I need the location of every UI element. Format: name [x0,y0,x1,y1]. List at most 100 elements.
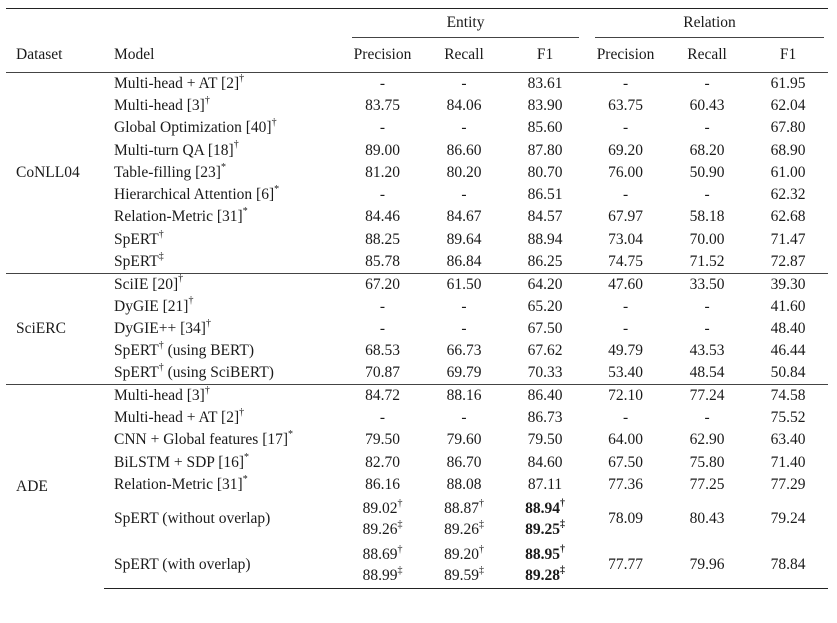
model-cell: Multi-head + AT [2]† [114,406,245,427]
relation-f1-cell: 72.87 [770,252,806,270]
entity-precision-cell: 84.46 [365,208,400,226]
entity-recall-cell: 88.16 [423,384,505,407]
model-cell: SciIE [20]† [104,272,342,296]
relation-recall-cell: - [704,409,710,427]
model-cell: Relation-Metric [31]* [114,206,248,226]
model-cell: Multi-head [3]† [104,384,342,407]
relation-recall-header: Recall [666,38,749,73]
relation-precision-cell: - [622,74,629,92]
table-row: SpERT (with overlap) 88.69† 88.99‡ 89.20†… [6,542,829,589]
table-row: SpERT† 88.25 89.64 88.94 73.04 70.00 71.… [6,229,828,251]
entity-f1-cell: 88.95† 89.28‡ [505,542,586,589]
relation-recall-cell: 71.52 [689,252,725,270]
entity-recall-cell: 69.79 [446,364,482,382]
dataset-cell: ADE [6,384,104,589]
relation-precision-cell: 49.79 [608,342,643,360]
entity-f1-cell: 83.90 [527,96,563,114]
dataset-cell: SciERC [6,272,104,385]
dataset-header: Dataset [6,38,104,73]
model-cell: SpERT† (using SciBERT) [114,362,274,382]
relation-precision-cell: 73.04 [608,230,643,248]
entity-precision-cell: 70.87 [365,364,400,382]
relation-recall-cell: 60.43 [689,96,725,114]
table-row: DyGIE [21]† - - 65.20 - - 41.60 [6,295,828,317]
relation-f1-cell: 62.32 [770,186,806,204]
relation-recall-cell: 50.90 [689,163,725,181]
column-header-row: Dataset Model Precision Recall F1 Precis… [6,38,829,73]
entity-precision-cell: 86.16 [365,475,400,493]
model-cell: SpERT (with overlap) [104,542,342,589]
entity-recall-cell: 86.84 [446,252,482,270]
relation-recall-cell: 62.90 [689,431,725,449]
entity-f1-cell: 88.94† 89.25‡ [525,497,565,539]
entity-precision-cell: - [379,297,386,315]
relation-f1-cell: 46.44 [770,342,806,360]
entity-precision-cell: 83.75 [365,96,400,114]
entity-f1-header: F1 [505,38,586,73]
entity-precision-cell: 89.00 [365,141,400,159]
relation-f1-cell: 75.52 [770,409,806,427]
relation-f1-cell: 48.40 [770,319,806,337]
entity-recall-cell: 84.06 [446,96,482,114]
relation-f1-cell: 77.29 [770,475,806,493]
entity-f1-cell: 65.20 [527,297,563,315]
relation-recall-cell: 75.80 [689,453,725,471]
entity-recall-cell: 89.64 [446,230,482,248]
group-header-row: Entity Relation [6,8,829,39]
table-row: CoNLL04 Multi-head + AT [2]† - - 83.61 -… [6,73,828,181]
relation-precision-cell: 47.60 [585,272,667,296]
relation-recall-cell: - [704,186,710,204]
entity-recall-cell: - [461,297,467,315]
entity-precision-cell: - [379,74,386,92]
entity-recall-cell: 61.50 [423,272,505,296]
relation-precision-cell: 76.00 [608,163,643,181]
model-cell: SpERT‡ [114,250,164,270]
table-row: Hierarchical Attention [6]* - - 86.51 - … [6,184,828,206]
entity-recall-cell: 66.73 [446,342,482,360]
entity-precision-cell: 82.70 [365,453,400,471]
entity-precision-cell: 89.02† 89.26‡ [362,497,403,539]
relation-precision-cell: - [622,319,629,337]
relation-precision-cell: 63.75 [608,96,643,114]
entity-precision-cell: 79.50 [365,431,400,449]
relation-recall-cell: - [704,319,710,337]
entity-precision-cell: 88.25 [365,230,400,248]
model-cell: CNN + Global features [17]* [114,429,294,449]
relation-f1-cell: 71.47 [770,230,806,248]
entity-precision-cell: - [379,186,386,204]
relation-precision-cell: - [622,297,629,315]
relation-recall-cell: 43.53 [689,342,725,360]
relation-recall-cell: 48.54 [689,364,725,382]
relation-recall-cell: 80.43 [689,510,725,528]
entity-recall-cell: - [461,119,467,137]
model-cell: Table-filling [23]* [114,161,226,181]
relation-recall-cell: - [704,74,710,92]
entity-recall-header: Recall [423,38,505,73]
entity-f1-cell: 86.51 [527,186,563,204]
relation-f1-cell: 67.80 [770,119,806,137]
entity-recall-cell: 80.20 [446,163,482,181]
entity-f1-cell: 64.20 [505,272,586,296]
relation-precision-cell: 77.77 [585,542,667,589]
entity-f1-cell: 79.50 [527,431,563,449]
relation-recall-cell: 58.18 [689,208,725,226]
relation-precision-cell: - [622,119,629,137]
entity-f1-cell: 87.11 [527,475,563,493]
relation-recall-cell: 77.25 [689,475,725,493]
model-cell: BiLSTM + SDP [16]* [114,451,250,471]
model-cell: SpERT† (using BERT) [114,340,255,360]
relation-recall-cell: 79.96 [666,542,749,589]
table-row: Relation-Metric [31]* 86.16 88.08 87.11 … [6,474,828,496]
relation-recall-cell: 70.00 [689,230,725,248]
relation-f1-cell: 62.04 [770,96,806,114]
entity-recall-cell: 88.87† 89.26‡ [444,497,484,539]
entity-f1-cell: 83.61 [527,74,563,92]
entity-precision-cell: - [379,409,386,427]
entity-f1-cell: 67.50 [527,319,563,337]
table-row: ADE Multi-head [3]† 84.72 88.16 86.40 72… [6,384,829,589]
relation-precision-cell: 53.40 [608,364,643,382]
relation-precision-cell: 72.10 [585,384,667,407]
model-cell: SpERT (without overlap) [114,510,271,528]
relation-precision-cell: 78.09 [608,510,643,528]
entity-recall-cell: - [461,186,467,204]
